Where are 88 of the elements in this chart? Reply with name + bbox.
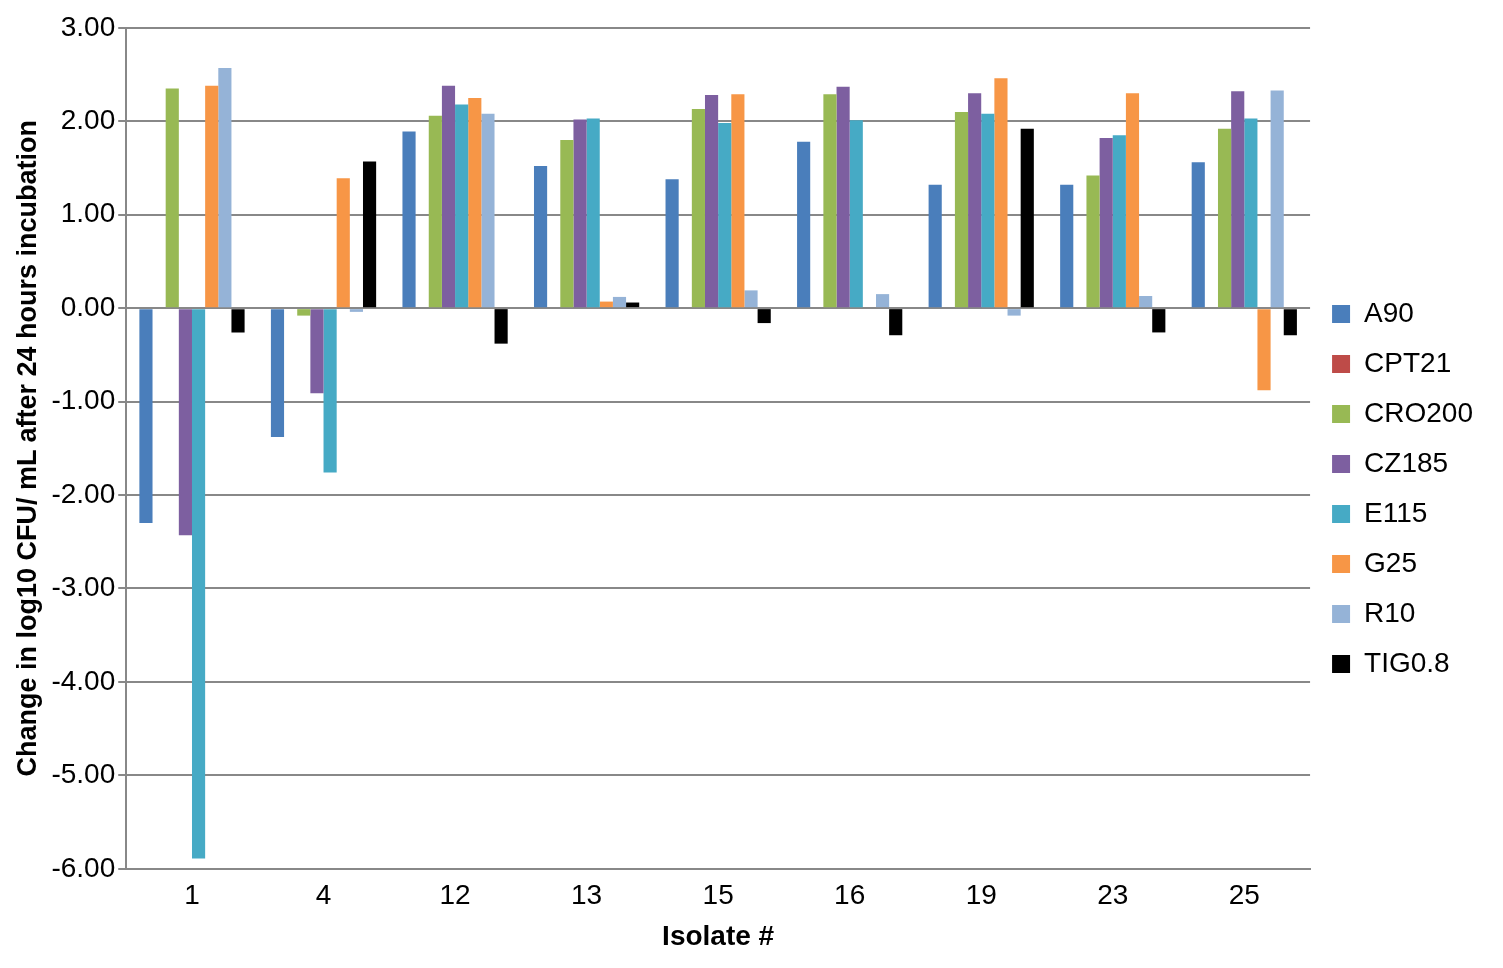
y-tick-label: 0.00	[60, 290, 116, 322]
y-axis-title: Change in log10 CFU/ mL after 24 hours incubation	[11, 120, 42, 777]
bar	[928, 184, 942, 308]
bar	[178, 309, 192, 536]
bar	[1257, 309, 1271, 391]
legend-label: TIG0.8	[1364, 646, 1450, 678]
bar	[1086, 175, 1100, 308]
legend-label: A90	[1364, 296, 1414, 328]
y-tick-label: 1.00	[60, 197, 116, 229]
bar	[849, 120, 863, 308]
y-tick-label: 3.00	[60, 10, 116, 42]
bar	[336, 178, 350, 308]
bar	[731, 94, 745, 308]
bar	[1217, 128, 1232, 308]
bar	[797, 141, 811, 308]
x-tick-label: 1	[184, 879, 200, 911]
bar	[757, 309, 771, 324]
bar	[441, 85, 456, 308]
bar	[573, 119, 587, 308]
bar	[270, 309, 285, 438]
bar	[310, 309, 324, 394]
bar	[704, 95, 719, 308]
bar	[1231, 91, 1245, 308]
y-tick-label: -1.00	[51, 384, 116, 416]
bar	[981, 113, 995, 308]
bar	[1099, 138, 1113, 308]
x-tick-label: 13	[571, 879, 603, 911]
bar	[165, 88, 179, 308]
legend-label: R10	[1364, 596, 1416, 628]
bar	[1007, 309, 1021, 316]
bar	[468, 97, 482, 308]
bar	[362, 161, 377, 308]
bar	[665, 179, 679, 308]
bar	[205, 85, 219, 308]
bar	[836, 86, 850, 308]
y-tick-label: -3.00	[51, 571, 116, 603]
x-tick-label: 19	[965, 879, 997, 911]
x-tick-label: 23	[1097, 879, 1129, 911]
x-tick-label: 15	[702, 879, 734, 911]
bar	[231, 309, 245, 333]
bar	[968, 93, 982, 308]
bar	[323, 309, 337, 473]
x-tick-label: 4	[315, 879, 332, 911]
bar	[586, 118, 600, 308]
bar	[481, 113, 495, 308]
bar	[1270, 90, 1284, 308]
bar	[994, 78, 1008, 308]
bar	[1139, 295, 1153, 308]
bar	[297, 309, 311, 316]
bar	[349, 309, 363, 312]
bar	[533, 166, 548, 308]
bar	[218, 67, 232, 308]
legend-label: CRO200	[1364, 396, 1473, 428]
x-tick-label: 16	[834, 879, 866, 911]
bar	[1112, 135, 1126, 308]
bar	[1191, 162, 1205, 308]
bar	[875, 294, 890, 308]
y-tick-label: -5.00	[51, 758, 116, 790]
bar	[455, 104, 469, 308]
y-tick-label: -4.00	[51, 664, 116, 696]
bar	[954, 111, 969, 308]
bar	[691, 109, 705, 308]
bar	[1283, 309, 1297, 336]
y-tick-label: 2.00	[60, 103, 116, 135]
bar	[1244, 118, 1258, 308]
bar	[428, 115, 442, 308]
bar	[494, 309, 508, 344]
x-tick-label: 25	[1228, 879, 1260, 911]
y-tick-label: -6.00	[51, 851, 116, 883]
bar	[889, 309, 903, 336]
legend-label: CPT21	[1364, 346, 1452, 378]
bar	[402, 131, 416, 308]
legend-label: G25	[1364, 546, 1417, 578]
bar	[718, 123, 732, 308]
legend-label: E115	[1364, 496, 1428, 528]
bar	[1060, 184, 1074, 308]
bar	[1152, 309, 1166, 333]
bar	[1125, 93, 1140, 308]
bar	[1020, 128, 1034, 308]
x-tick-label: 12	[439, 879, 471, 911]
bar	[744, 290, 758, 308]
legend-label: CZ185	[1364, 446, 1449, 478]
x-axis-title: Isolate #	[662, 919, 775, 951]
bar	[612, 296, 627, 308]
y-tick-label: -2.00	[51, 477, 116, 509]
bar	[139, 309, 153, 524]
bar	[823, 94, 837, 308]
bar	[560, 139, 574, 308]
